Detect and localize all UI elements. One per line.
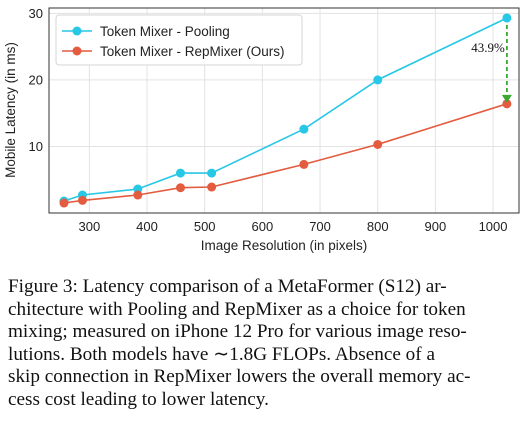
data-point: [502, 13, 512, 23]
annotation-arrowhead: [501, 94, 512, 103]
series: [59, 13, 512, 208]
legend-marker-repmixer: [72, 46, 82, 56]
y-tick-label: 10: [29, 139, 43, 154]
data-point: [175, 168, 185, 178]
data-point: [207, 168, 217, 178]
annotation: 43.9%: [471, 24, 512, 103]
data-point: [175, 183, 185, 193]
legend-box: [55, 14, 303, 66]
annotation-label: 43.9%: [471, 40, 505, 55]
legend: Token Mixer - Pooling Token Mixer - RepM…: [55, 14, 303, 66]
y-tick-label: 30: [29, 6, 43, 21]
caption-line: skip connection in RepMixer lowers the o…: [8, 366, 471, 387]
x-tick-label: 800: [367, 219, 389, 234]
x-tick-label: 900: [425, 219, 447, 234]
ticks: 300 400 500 600 700 800 900 1000 10 20 30: [29, 6, 508, 234]
x-tick-label: 300: [79, 219, 101, 234]
legend-label-repmixer: Token Mixer - RepMixer (Ours): [100, 44, 285, 59]
legend-marker-pooling: [72, 26, 82, 36]
x-axis-title: Image Resolution (in pixels): [201, 238, 368, 253]
figure-caption: Figure 3: Latency comparison of a MetaFo…: [8, 276, 524, 411]
data-point: [502, 99, 512, 109]
x-tick-label: 1000: [479, 219, 508, 234]
data-point: [133, 190, 143, 200]
caption-line: lutions. Both models have ∼1.8G FLOPs. A…: [8, 343, 435, 365]
y-axis-title: Mobile Latency (in ms): [3, 42, 18, 178]
x-tick-label: 400: [136, 219, 158, 234]
data-point: [207, 182, 217, 192]
plot-frame: [48, 7, 520, 214]
legend-label-pooling: Token Mixer - Pooling: [100, 24, 230, 39]
caption-line: cess cost leading to lower latency.: [8, 388, 269, 410]
caption-line: Figure 3: Latency comparison of a MetaFo…: [8, 276, 447, 297]
data-point: [299, 124, 309, 134]
data-point: [373, 75, 383, 85]
series-line-pooling: [63, 17, 508, 202]
caption-line: chitecture with Pooling and RepMixer as …: [8, 298, 466, 320]
caption-line: mixing; measured on iPhone 12 Pro for va…: [8, 321, 467, 342]
x-tick-label: 600: [252, 219, 274, 234]
data-point: [59, 198, 69, 208]
y-tick-label: 20: [29, 72, 43, 87]
x-tick-label: 700: [309, 219, 331, 234]
data-point: [299, 159, 309, 169]
series-line-repmixer: [63, 103, 508, 204]
x-tick-label: 500: [194, 219, 216, 234]
data-point: [373, 139, 383, 149]
data-point: [77, 195, 87, 205]
latency-chart: 300 400 500 600 700 800 900 1000 10 20 30 Image Re…: [3, 6, 520, 253]
